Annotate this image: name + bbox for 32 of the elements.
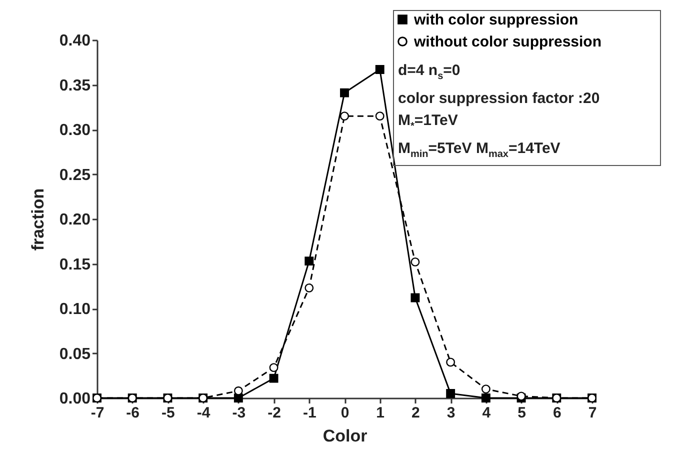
x-tick-label: -4 — [196, 404, 211, 422]
legend-label: with color suppression — [413, 12, 578, 28]
x-tick-label: 6 — [552, 404, 562, 422]
y-tick-label: 0.35 — [59, 77, 91, 94]
x-tick-label: 2 — [412, 404, 420, 422]
y-tick-label: 0.10 — [59, 301, 91, 318]
y-tick-label: 0.20 — [59, 212, 91, 228]
annotation: d=4 n$_{s}$=0 — [398, 61, 462, 84]
y-tick-label: 0.25 — [59, 166, 91, 184]
x-tick-label: -7 — [90, 404, 104, 422]
annotation: M$_{*}$=1TeV — [398, 111, 459, 134]
x-tick-label: -1 — [302, 404, 316, 422]
x-tick-label: 0 — [340, 404, 350, 422]
x-axis-title: Color — [322, 426, 368, 446]
x-tick-label: 3 — [446, 404, 456, 422]
y-tick-label: 0.30 — [59, 122, 91, 139]
x-tick-label: -3 — [232, 404, 246, 422]
annotation: M$_{min}$=5TeV M$_{max}$=14TeV — [398, 139, 562, 162]
y-tick-label: 0.00 — [59, 390, 91, 408]
x-tick-label: 7 — [588, 404, 597, 422]
x-tick-label: -5 — [162, 404, 175, 422]
x-tick-label: 1 — [376, 404, 385, 422]
x-tick-label: 5 — [518, 404, 526, 422]
y-tick-label: 0.15 — [59, 256, 91, 274]
y-tick-label: 0.40 — [59, 32, 91, 50]
legend-label: without color suppression — [413, 34, 602, 50]
x-tick-label: -2 — [268, 404, 281, 422]
y-axis-title: fraction — [28, 188, 48, 251]
annotation: color suppression factor :20 — [398, 89, 600, 109]
x-tick-label: 4 — [482, 404, 492, 422]
x-tick-label: -6 — [126, 404, 140, 422]
y-tick-label: 0.05 — [59, 346, 91, 363]
